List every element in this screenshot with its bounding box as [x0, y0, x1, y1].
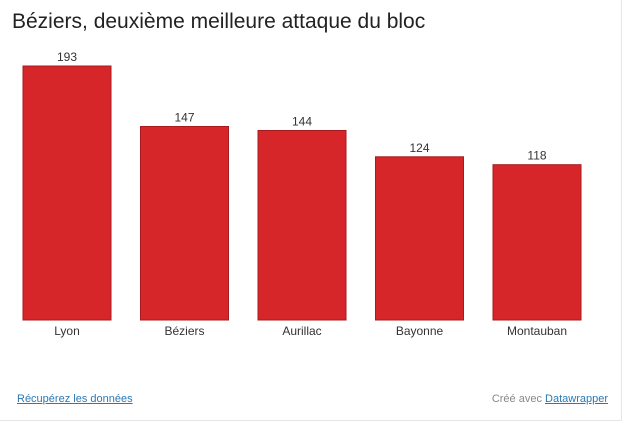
category-label-aurillac: Aurillac	[282, 324, 321, 338]
bar-aurillac	[257, 130, 347, 321]
datawrapper-link[interactable]: Datawrapper	[545, 393, 608, 405]
download-data-link[interactable]: Récupérez les données	[17, 393, 133, 405]
value-label-bayonne: 124	[409, 141, 429, 155]
category-label-beziers: Béziers	[164, 324, 204, 338]
bar-chart: 193 Lyon 147 Béziers 144 Aurillac 124 Bayonne 11…	[22, 50, 582, 338]
value-label-lyon: 193	[57, 50, 77, 64]
value-label-beziers: 147	[174, 111, 194, 125]
credit-text: Créé avec Datawrapper	[492, 393, 608, 405]
category-label-montauban: Montauban	[507, 324, 567, 338]
bar-beziers	[140, 126, 229, 321]
chart-title: Béziers, deuxième meilleure attaque du b…	[12, 10, 426, 33]
bar-lyon	[22, 65, 112, 321]
value-label-aurillac: 144	[292, 115, 312, 129]
bar-bayonne	[375, 156, 464, 321]
category-label-lyon: Lyon	[54, 324, 80, 338]
bar-montauban	[492, 164, 582, 321]
value-label-montauban: 118	[527, 149, 546, 163]
credit-prefix: Créé avec	[491, 393, 542, 405]
category-label-bayonne: Bayonne	[396, 324, 444, 338]
